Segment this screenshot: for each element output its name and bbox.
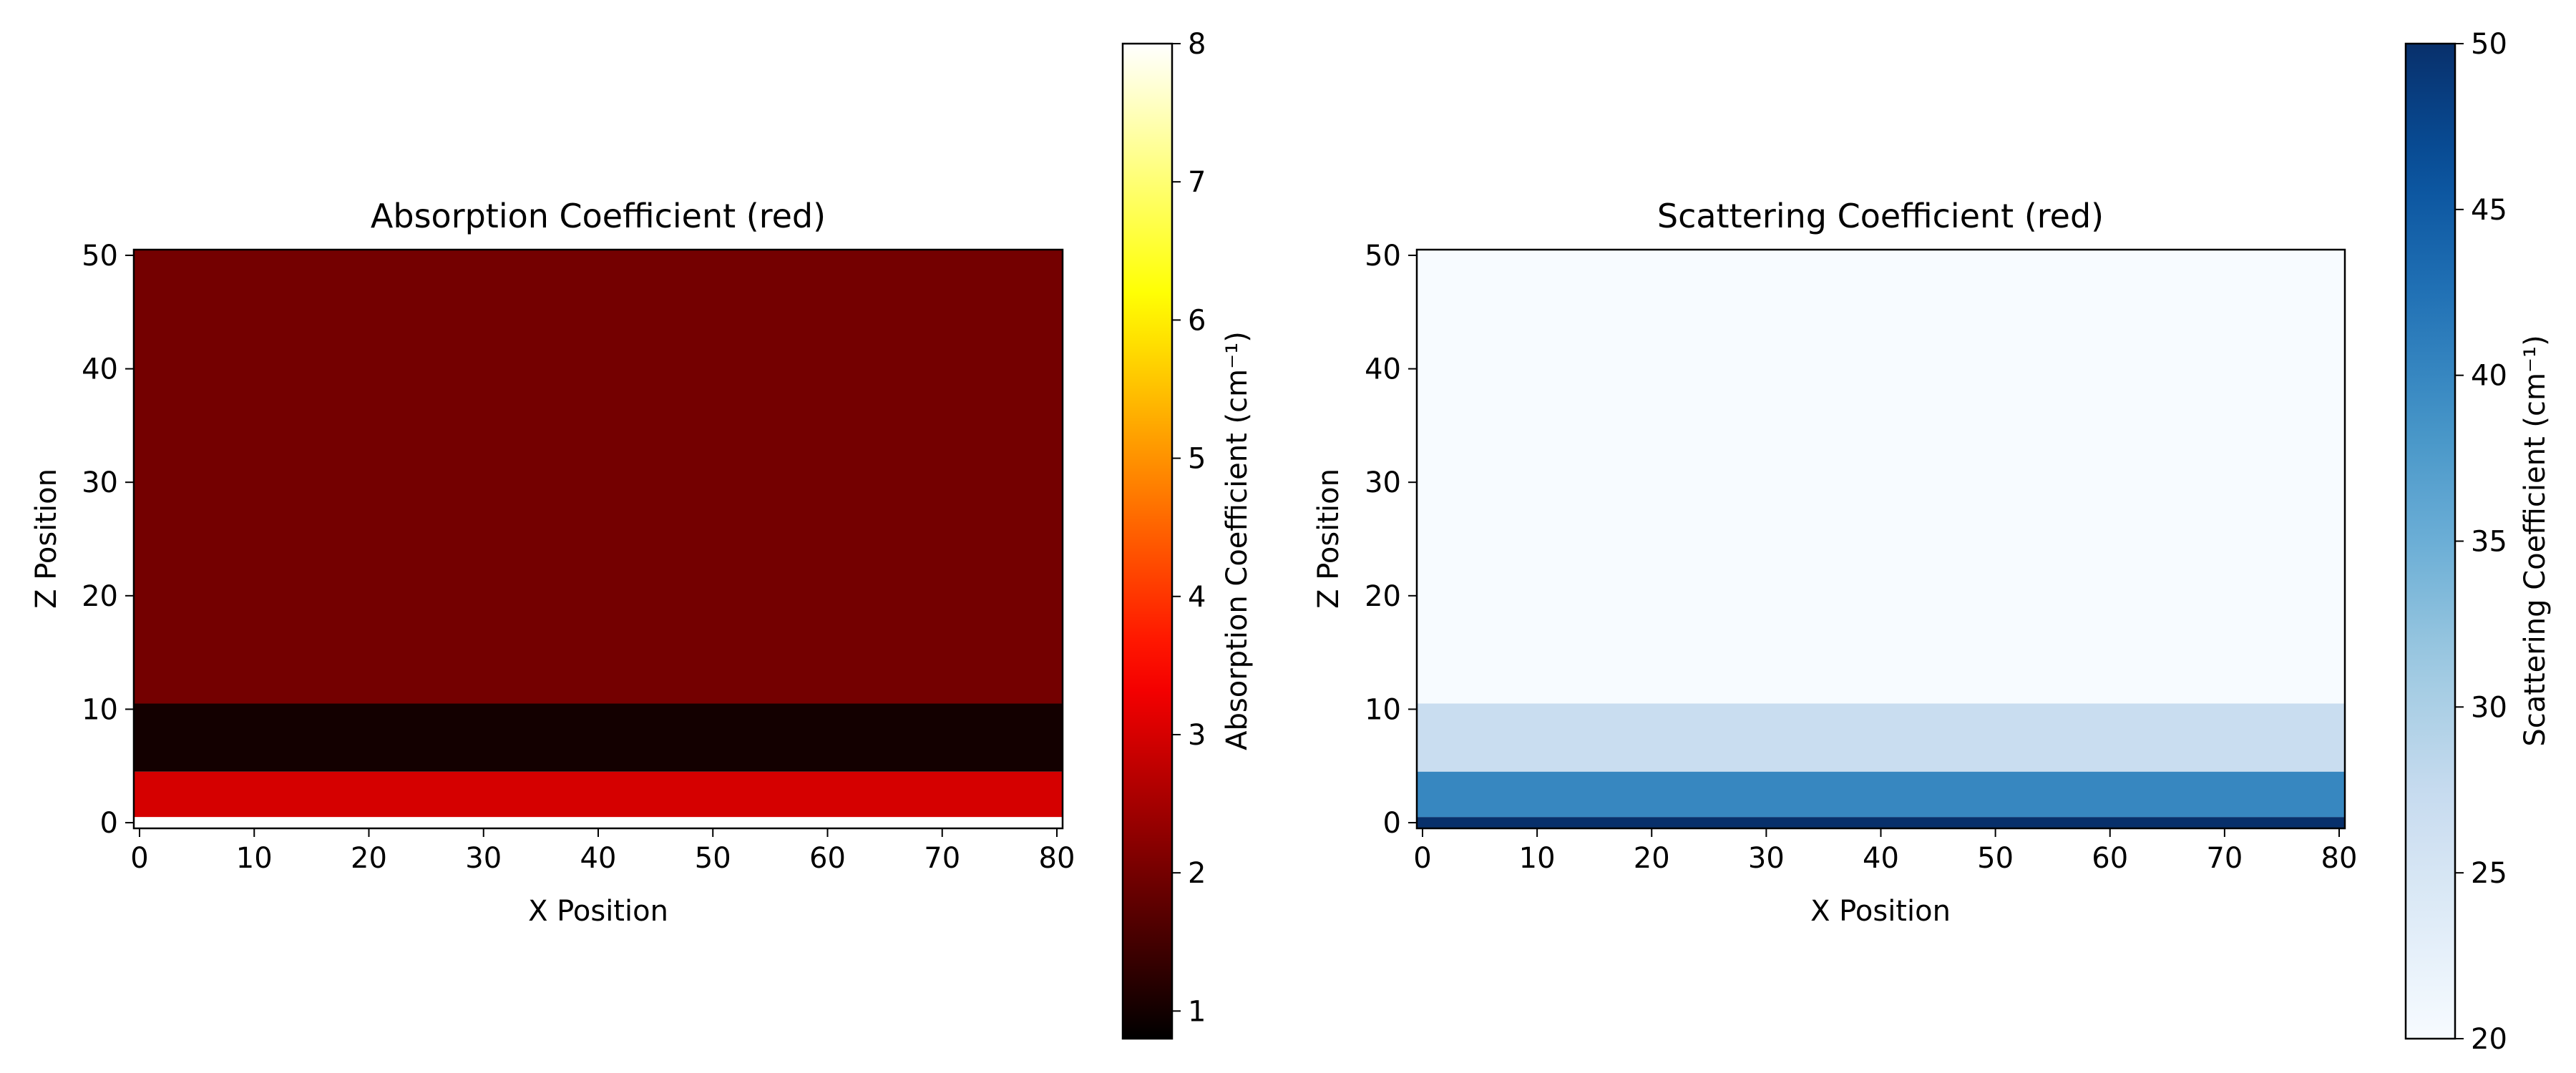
scattering-x-tick-label: 70	[2206, 842, 2243, 875]
scattering-x-tick-label: 40	[1863, 842, 1899, 875]
scattering-colorbar-tick-label: 30	[2471, 691, 2507, 724]
scattering-y-tick-label: 30	[1365, 466, 1401, 499]
scattering-colorbar-gradient	[2406, 44, 2455, 1039]
absorption-y-ticks: 0 10 20 30 40 50	[82, 240, 134, 840]
absorption-y-tick-label: 10	[82, 693, 118, 726]
absorption-title: Absorption Coefficient (red)	[371, 197, 826, 235]
scattering-x-tick-label: 80	[2321, 842, 2358, 875]
absorption-x-tick-label: 30	[465, 842, 502, 875]
absorption-layer-3	[134, 250, 1063, 704]
absorption-x-tick-label: 80	[1039, 842, 1075, 875]
scattering-colorbar-tick-label: 25	[2471, 857, 2507, 890]
absorption-y-tick-label: 20	[82, 580, 118, 613]
absorption-y-label: Z Position	[30, 469, 63, 609]
scattering-x-tick-label: 10	[1519, 842, 1556, 875]
absorption-x-label: X Position	[528, 895, 668, 928]
absorption-x-ticks: 0 10 20 30 40 50 60 70 80	[130, 828, 1075, 875]
scattering-layer-3	[1417, 250, 2345, 704]
absorption-x-tick-label: 40	[580, 842, 617, 875]
scattering-x-tick-label: 0	[1413, 842, 1431, 875]
absorption-colorbar-label: Absorption Coefficient (cm⁻¹)	[1221, 331, 1254, 750]
scattering-x-tick-label: 50	[1977, 842, 2014, 875]
absorption-layer-1	[134, 771, 1063, 818]
scattering-colorbar-tick-label: 50	[2471, 28, 2507, 61]
scattering-x-label: X Position	[1810, 895, 1951, 928]
absorption-colorbar-tick-label: 3	[1188, 719, 1206, 752]
scattering-y-tick-label: 40	[1365, 353, 1401, 386]
absorption-colorbar-frame	[1121, 42, 1174, 1040]
absorption-colorbar-tick-label: 7	[1188, 166, 1206, 199]
absorption-y-tick-label: 0	[100, 807, 118, 840]
scattering-y-tick-label: 0	[1383, 807, 1401, 840]
absorption-colorbar-tick-label: 6	[1188, 304, 1206, 337]
absorption-x-tick-label: 70	[924, 842, 960, 875]
absorption-x-tick-label: 0	[130, 842, 148, 875]
absorption-heatmap	[134, 250, 1063, 828]
scattering-y-ticks: 0 10 20 30 40 50	[1365, 240, 1417, 840]
scattering-x-tick-label: 20	[1634, 842, 1670, 875]
absorption-x-tick-label: 50	[695, 842, 731, 875]
absorption-layer-2	[134, 703, 1063, 772]
absorption-colorbar-tick-label: 5	[1188, 443, 1206, 476]
scattering-colorbar-tick-label: 40	[2471, 360, 2507, 393]
scattering-colorbar-tick-label: 45	[2471, 194, 2507, 227]
absorption-colorbar-tick-label: 1	[1188, 995, 1206, 1028]
absorption-x-tick-label: 10	[236, 842, 273, 875]
absorption-colorbar-tick-label: 2	[1188, 857, 1206, 890]
absorption-colorbar-tick-label: 8	[1188, 28, 1206, 61]
scattering-colorbar-tick-label: 35	[2471, 526, 2507, 559]
absorption-colorbar-ticks: 1 2 3 4 5 6 7 8	[1172, 28, 1206, 1028]
scattering-layer-2	[1417, 703, 2345, 772]
absorption-y-tick-label: 30	[82, 466, 118, 499]
scattering-y-label: Z Position	[1312, 469, 1345, 609]
absorption-colorbar-gradient	[1123, 44, 1172, 1039]
scattering-y-tick-label: 20	[1365, 580, 1401, 613]
scattering-y-tick-label: 50	[1365, 240, 1401, 273]
scattering-x-ticks: 0 10 20 30 40 50 60 70 80	[1413, 828, 2357, 875]
absorption-colorbar: 1 2 3 4 5 6 7 8 Absorption Coefficient (cm⁻¹)	[1121, 28, 1254, 1040]
scattering-x-tick-label: 60	[2092, 842, 2128, 875]
scattering-title: Scattering Coefficient (red)	[1657, 197, 2104, 235]
scattering-colorbar-tick-label: 20	[2471, 1023, 2507, 1056]
scattering-layer-1	[1417, 771, 2345, 818]
absorption-layer-0	[134, 817, 1063, 828]
scattering-panel: Scattering Coefficient (red) 0 10 20 30 40 50…	[1312, 28, 2552, 1056]
absorption-y-tick-label: 50	[82, 240, 118, 273]
absorption-panel: Absorption Coefficient (red) 0 10 20 30 40 50…	[30, 28, 1254, 1040]
scattering-colorbar: 20 25 30 35 40 45 50 Scattering Coefficient (c…	[2404, 28, 2552, 1056]
scattering-y-tick-label: 10	[1365, 693, 1401, 726]
absorption-colorbar-tick-label: 4	[1188, 581, 1206, 614]
scattering-colorbar-ticks: 20 25 30 35 40 45 50	[2455, 28, 2507, 1056]
absorption-y-tick-label: 40	[82, 353, 118, 386]
absorption-x-tick-label: 60	[809, 842, 846, 875]
scattering-layer-0	[1417, 817, 2345, 828]
scattering-x-tick-label: 30	[1748, 842, 1785, 875]
absorption-x-tick-label: 20	[351, 842, 387, 875]
scattering-heatmap	[1417, 250, 2345, 828]
scattering-colorbar-label: Scattering Coefficient (cm⁻¹)	[2519, 335, 2552, 746]
